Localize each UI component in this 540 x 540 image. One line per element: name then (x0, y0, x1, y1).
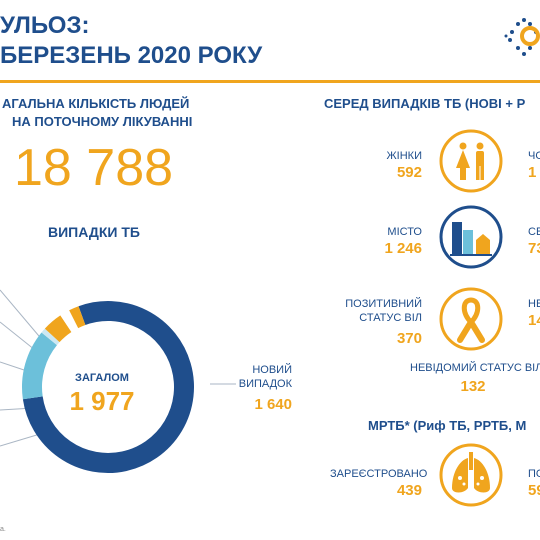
leader-line (0, 433, 41, 447)
city-village-icon (439, 205, 503, 269)
donut-slice (22, 332, 58, 400)
new-case-value: 1 640 (254, 396, 292, 413)
gender-icon (439, 129, 503, 193)
village-value: 73 (528, 240, 540, 257)
footer-note: а. (0, 526, 6, 533)
registered-label: ЗАРЕЄСТРОВАНО (330, 468, 428, 480)
city-value: 1 246 (384, 240, 422, 257)
people-label-line1: АГАЛЬНА КІЛЬКІСТЬ ЛЮДЕЙ (2, 96, 190, 111)
women-value: 592 (396, 164, 422, 181)
men-label: ЧО (528, 150, 540, 162)
hiv-positive-label-line2: СТАТУС ВІЛ (359, 312, 422, 324)
hiv-negative-label: НЕ (528, 298, 540, 310)
city-label: МІСТО (387, 226, 422, 238)
donut-slice (60, 310, 79, 333)
total-value: 1 977 (69, 386, 135, 416)
hiv-positive-label-line1: ПОЗИТИВНИЙ (345, 298, 422, 310)
registered-value: 439 (396, 482, 422, 499)
women-label: ЖІНКИ (386, 150, 422, 162)
tb-cases-donut-chart (0, 289, 236, 473)
donut-slices (22, 301, 194, 473)
people-value: 18 788 (14, 139, 174, 197)
leader-line (0, 289, 45, 343)
total-label: ЗАГАЛОМ (75, 372, 129, 384)
new-case-label-line2: ВИПАДОК (238, 378, 292, 390)
donut-slice (69, 306, 86, 329)
donut-slice (22, 301, 194, 473)
lungs-icon (439, 443, 503, 507)
page-title-line1: УЛЬОЗ: (0, 12, 90, 39)
hiv-positive-value: 370 (396, 330, 422, 347)
started-label: ПО (528, 468, 540, 480)
hiv-unknown-label: НЕВІДОМИЙ СТАТУС ВІЛ (410, 362, 540, 374)
ribbon-icon (439, 287, 503, 351)
village-label: СЕ (528, 226, 540, 238)
started-value: 59 (528, 482, 540, 499)
hiv-negative-value: 14 (528, 312, 540, 329)
header-divider (0, 80, 540, 83)
people-label-line2: НА ПОТОЧНОМУ ЛІКУВАННІ (12, 114, 193, 129)
new-case-label-line1: НОВИЙ (252, 364, 292, 376)
mdr-title: МРТБ* (Риф ТБ, РРТБ, М (368, 418, 527, 433)
men-value: 1 (528, 164, 537, 181)
donut-slice (44, 315, 72, 343)
hiv-unknown-value: 132 (460, 378, 486, 395)
cases-title: ВИПАДКИ ТБ (48, 224, 140, 240)
donut-slice (41, 328, 60, 346)
logo-icon (504, 18, 540, 56)
page-title-line2: БЕРЕЗЕНЬ 2020 РОКУ (0, 42, 263, 69)
right-section-title: СЕРЕД ВИПАДКІВ ТБ (НОВІ + Р (324, 96, 526, 111)
